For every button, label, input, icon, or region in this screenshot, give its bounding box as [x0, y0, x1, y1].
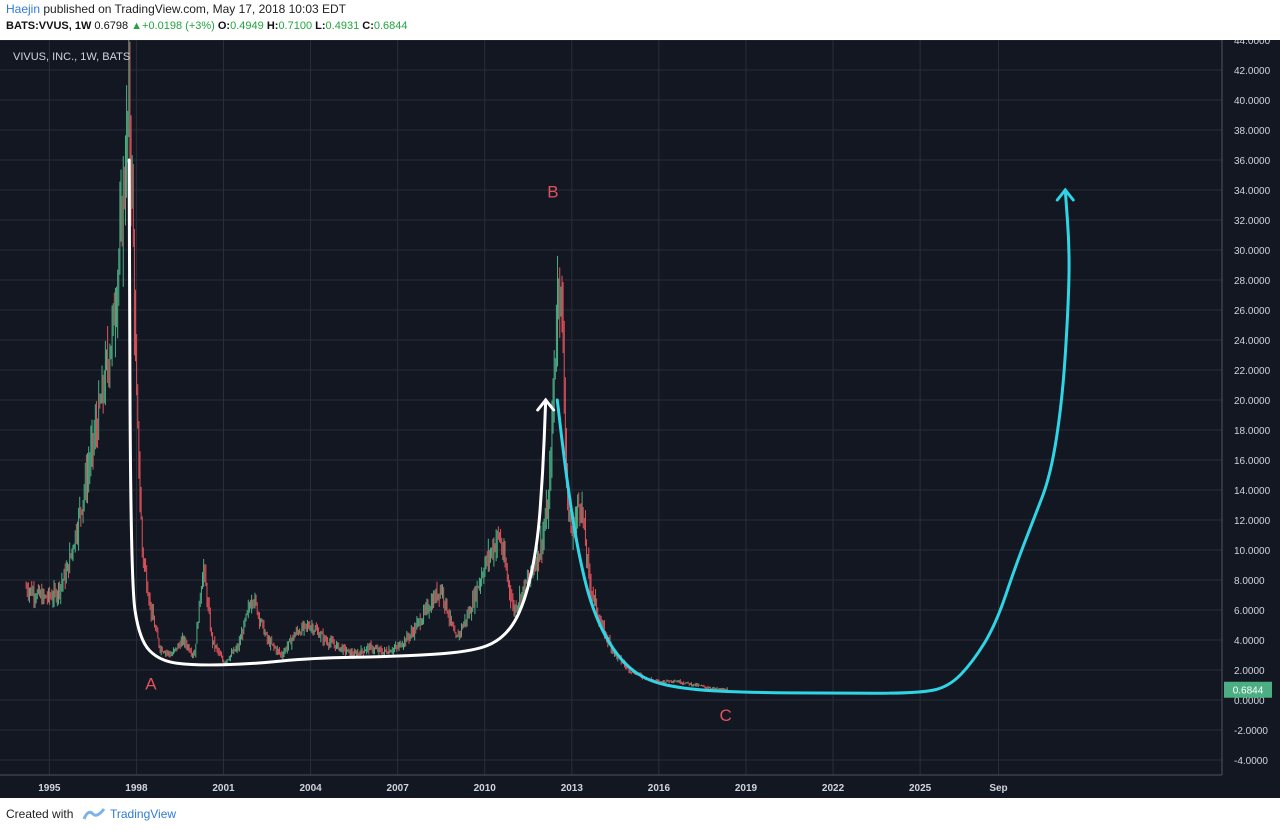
wave-label-a: A: [145, 675, 157, 694]
axes: 44.0000 42.0000 40.0000 38.0000 36.0000 34.00…: [0, 40, 1272, 794]
y-tick-label: 20.0000: [1234, 396, 1271, 407]
y-tick-label: 32.0000: [1234, 216, 1271, 227]
y-tick-label: 24.0000: [1234, 336, 1271, 347]
y-tick-label: 42.0000: [1234, 66, 1271, 77]
y-tick-label: 26.0000: [1234, 306, 1271, 317]
publish-line: Haejin published on TradingView.com, May…: [6, 2, 346, 16]
y-tick-label: 2.0000: [1234, 666, 1265, 677]
symbol-label: BATS:VVUS, 1W: [6, 20, 92, 32]
white-cup-path-arrowhead: [536, 397, 556, 412]
y-tick-label: 44.0000: [1234, 40, 1271, 47]
x-tick-label: 2004: [299, 783, 322, 794]
last-price-badge: [1224, 681, 1272, 698]
high-value: 0.7100: [278, 20, 313, 32]
x-tick-label: 2007: [387, 783, 410, 794]
x-tick-label: 2025: [909, 783, 932, 794]
up-triangle-icon: ▲: [131, 20, 143, 32]
grid-lines: [0, 40, 1222, 775]
y-tick-label: -4.0000: [1234, 756, 1268, 767]
y-tick-label: 6.0000: [1234, 606, 1265, 617]
x-tick-label: 2013: [561, 783, 584, 794]
y-tick-label: -2.0000: [1234, 726, 1268, 737]
last-price-label: 0.6844: [1233, 686, 1264, 697]
x-tick-label: 2022: [822, 783, 845, 794]
close-value: 0.6844: [373, 20, 408, 32]
chart-background: [0, 40, 1280, 798]
y-tick-label: 14.0000: [1234, 486, 1271, 497]
chart-title: VIVUS, INC., 1W, BATS: [13, 51, 130, 63]
high-label: H:: [266, 20, 279, 32]
y-tick-label: 12.0000: [1234, 516, 1271, 527]
x-tick-label: 1995: [38, 783, 61, 794]
y-tick-label: 0.0000: [1234, 696, 1265, 707]
y-tick-label: 38.0000: [1234, 126, 1271, 137]
open-value: 0.4949: [230, 20, 264, 32]
price-change: +0.0198 (+3%): [142, 20, 215, 32]
y-tick-label: 30.0000: [1234, 246, 1271, 257]
tradingview-logo-icon: [82, 808, 106, 820]
y-tick-label: 28.0000: [1234, 276, 1271, 287]
y-tick-label: 16.0000: [1234, 456, 1271, 467]
drawn-paths: [127, 158, 1075, 695]
white-cup-path: [127, 158, 548, 667]
x-tick-label: 2019: [735, 783, 758, 794]
x-tick-label: 2001: [212, 783, 235, 794]
y-tick-label: 18.0000: [1234, 426, 1271, 437]
author-link[interactable]: Haejin: [6, 2, 41, 16]
cyan-projection-path-arrowhead: [1055, 187, 1075, 202]
y-tick-label: 8.0000: [1234, 576, 1265, 587]
y-tick-label: 22.0000: [1234, 366, 1271, 377]
x-tick-label: 2010: [474, 783, 497, 794]
open-label: O:: [217, 20, 231, 32]
y-tick-label: 36.0000: [1234, 156, 1271, 167]
x-tick-label: 2016: [648, 783, 671, 794]
cyan-projection-path: [555, 188, 1071, 695]
ohlc-line: BATS:VVUS, 1W 0.6798 ▲+0.0198 (+3%) O:0.…: [6, 20, 408, 32]
footer: Created with TradingView: [0, 798, 1280, 830]
y-tick-label: 10.0000: [1234, 546, 1271, 557]
last-price: 0.6798: [94, 20, 129, 32]
y-tick-label: 4.0000: [1234, 636, 1265, 647]
close-label: C:: [362, 20, 374, 32]
x-tick-label: 1998: [125, 783, 148, 794]
low-label: L:: [315, 20, 326, 32]
price-series: [25, 40, 728, 692]
wave-label-b: B: [547, 183, 558, 202]
tradingview-link[interactable]: TradingView: [110, 807, 177, 821]
price-chart[interactable]: A B C 44.0000 42.0000 40.0000 38.0000 36.0000 3…: [0, 40, 1280, 798]
y-tick-label: 40.0000: [1234, 96, 1271, 107]
low-value: 0.4931: [325, 20, 360, 32]
wave-labels: A B C: [145, 183, 732, 726]
wave-label-c: C: [720, 706, 732, 725]
y-tick-label: 34.0000: [1234, 186, 1271, 197]
publish-info: published on TradingView.com, May 17, 20…: [40, 2, 346, 16]
created-with-label: Created with: [6, 807, 74, 821]
x-tick-label: Sep: [989, 783, 1007, 794]
